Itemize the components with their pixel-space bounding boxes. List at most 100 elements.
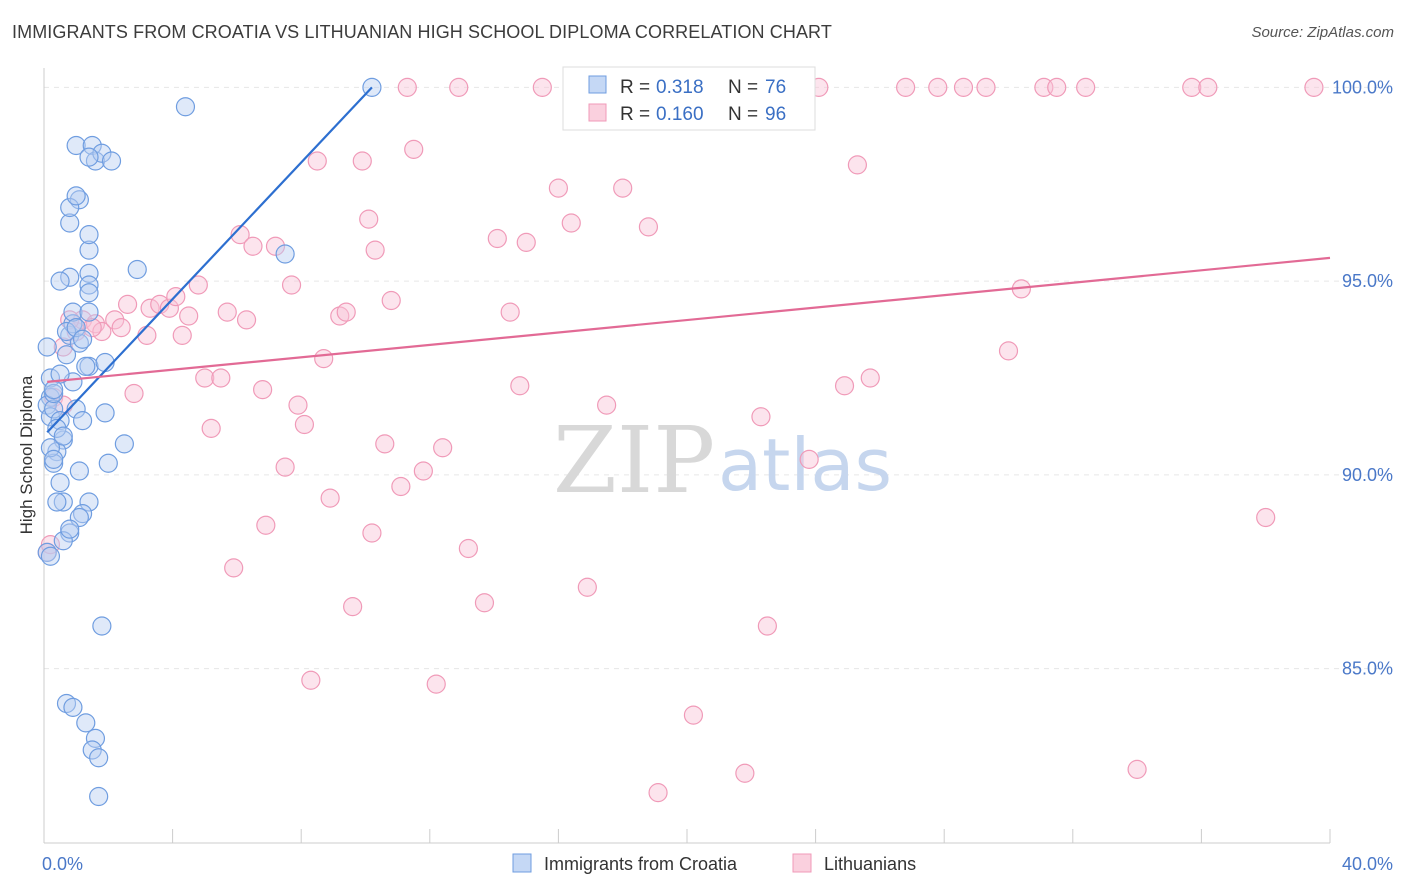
legend-n-label-1: N = — [728, 77, 758, 98]
croatia-point-44 — [127, 259, 147, 280]
bottom-legend-label-lithuanians: Lithuanians — [824, 854, 916, 874]
lithuanians-point-15 — [159, 298, 179, 318]
lithuanians-point-26 — [236, 310, 257, 330]
croatia-point-32 — [79, 240, 99, 260]
lithuanians-point-88 — [998, 341, 1019, 361]
croatia-point-18 — [40, 546, 61, 566]
lithuanians-point-84 — [896, 77, 916, 97]
croatia-point-51 — [114, 434, 134, 454]
lithuanians-point-20 — [195, 368, 215, 388]
croatia-point-26 — [66, 318, 86, 338]
croatia-point-69 — [47, 418, 67, 438]
legend-n-value-1: 76 — [765, 77, 786, 98]
lithuanians-point-82 — [847, 155, 867, 175]
lithuanians-point-49 — [397, 77, 417, 97]
croatia-point-59 — [63, 697, 83, 717]
legend-r-value-2: 0.160 — [656, 104, 704, 125]
y-tick-label-1: 95.0% — [1342, 271, 1393, 291]
y-tick-label-2: 90.0% — [1342, 465, 1393, 485]
croatia-point-52 — [69, 461, 89, 481]
lithuanians-point-63 — [561, 213, 581, 233]
croatia-point-2 — [40, 407, 61, 427]
lithuanians-point-56 — [474, 593, 495, 613]
bottom-legend-swatch-croatia — [512, 853, 532, 873]
lithuanians-point-33 — [288, 395, 308, 415]
lithuanians-point-42 — [352, 151, 372, 171]
croatia-point-36 — [60, 197, 80, 218]
axes — [43, 68, 1331, 844]
lithuanians-point-46 — [375, 434, 395, 454]
croatia-point-19 — [56, 345, 77, 365]
lithuanians-point-70 — [648, 783, 668, 803]
croatia-point-11 — [40, 438, 61, 458]
croatia-point-39 — [82, 135, 102, 156]
lithuanians-point-58 — [500, 302, 520, 322]
lithuanians-point-100 — [1304, 77, 1324, 97]
lithuanians-point-32 — [281, 275, 302, 295]
x-tick-label-0: 0.0% — [42, 854, 83, 874]
croatia-point-70 — [53, 426, 73, 446]
y-tick-label-3: 85.0% — [1342, 659, 1393, 679]
chart-title: IMMIGRANTS FROM CROATIA VS LITHUANIAN HI… — [12, 22, 832, 42]
lithuanians-point-21 — [201, 418, 221, 438]
croatia-point-13 — [53, 492, 73, 512]
croatia-point-4 — [37, 337, 57, 357]
lithuanians-points — [37, 77, 1324, 803]
croatia-point-7 — [50, 411, 70, 431]
lithuanians-point-93 — [1127, 759, 1147, 779]
croatia-point-28 — [79, 275, 99, 295]
lithuanians-point-23 — [217, 302, 237, 322]
lithuanians-point-34 — [294, 414, 315, 435]
croatia-point-38 — [66, 135, 86, 156]
lithuanians-point-29 — [256, 515, 276, 535]
croatia-trend-line — [46, 86, 373, 434]
lithuanians-point-66 — [597, 395, 617, 415]
bottom-legend-label-croatia: Immigrants from Croatia — [544, 854, 738, 874]
lithuanians-point-72 — [683, 705, 704, 725]
lithuanians-point-64 — [577, 577, 597, 597]
croatia-point-64 — [89, 786, 109, 807]
bottom-legend-swatch-lithuanians — [792, 853, 812, 873]
lithuanians-point-87 — [976, 77, 996, 97]
lithuanians-point-43 — [359, 209, 379, 229]
croatia-point-61 — [85, 728, 106, 748]
croatia-point-49 — [95, 403, 115, 423]
lithuanians-trend-line — [47, 256, 1331, 383]
legend-r-value-1: 0.318 — [656, 77, 704, 98]
croatia-point-42 — [101, 151, 122, 171]
trend-lines — [46, 86, 1331, 434]
lithuanians-point-85 — [928, 77, 948, 97]
lithuanians-point-99 — [1256, 507, 1276, 528]
y-axis-label: High School Diploma — [17, 375, 36, 534]
lithuanians-point-92 — [1076, 77, 1096, 97]
lithuanians-point-83 — [860, 368, 880, 388]
croatia-point-24 — [63, 302, 83, 322]
lithuanians-point-53 — [433, 438, 453, 458]
lithuanians-point-86 — [953, 77, 974, 97]
legend-swatch-lithuanians — [588, 103, 607, 122]
lithuanians-point-31 — [275, 457, 295, 477]
lithuanians-point-94 — [1182, 77, 1202, 97]
croatia-point-68 — [44, 449, 64, 469]
lithuanians-point-12 — [137, 325, 157, 345]
lithuanians-point-62 — [548, 178, 569, 198]
lithuanians-point-44 — [362, 523, 382, 543]
croatia-point-25 — [79, 302, 99, 322]
source-label: Source: ZipAtlas.com — [1251, 24, 1394, 41]
lithuanians-point-38 — [320, 488, 340, 508]
croatia-point-12 — [50, 473, 70, 493]
croatia-point-37 — [66, 186, 86, 206]
lithuanians-point-79 — [799, 449, 819, 469]
lithuanians-point-69 — [638, 217, 659, 237]
croatia-point-62 — [82, 740, 102, 760]
lithuanians-point-35 — [301, 670, 321, 690]
lithuanians-point-76 — [751, 407, 771, 427]
lithuanians-point-13 — [140, 298, 160, 318]
lithuanians-point-19 — [188, 275, 208, 295]
lithuanians-point-22 — [211, 368, 231, 388]
lithuanians-point-67 — [613, 178, 633, 198]
croatia-point-43 — [79, 147, 99, 167]
lithuanians-point-57 — [487, 228, 507, 249]
croatia-points — [37, 77, 382, 807]
lithuanians-point-40 — [336, 302, 356, 322]
